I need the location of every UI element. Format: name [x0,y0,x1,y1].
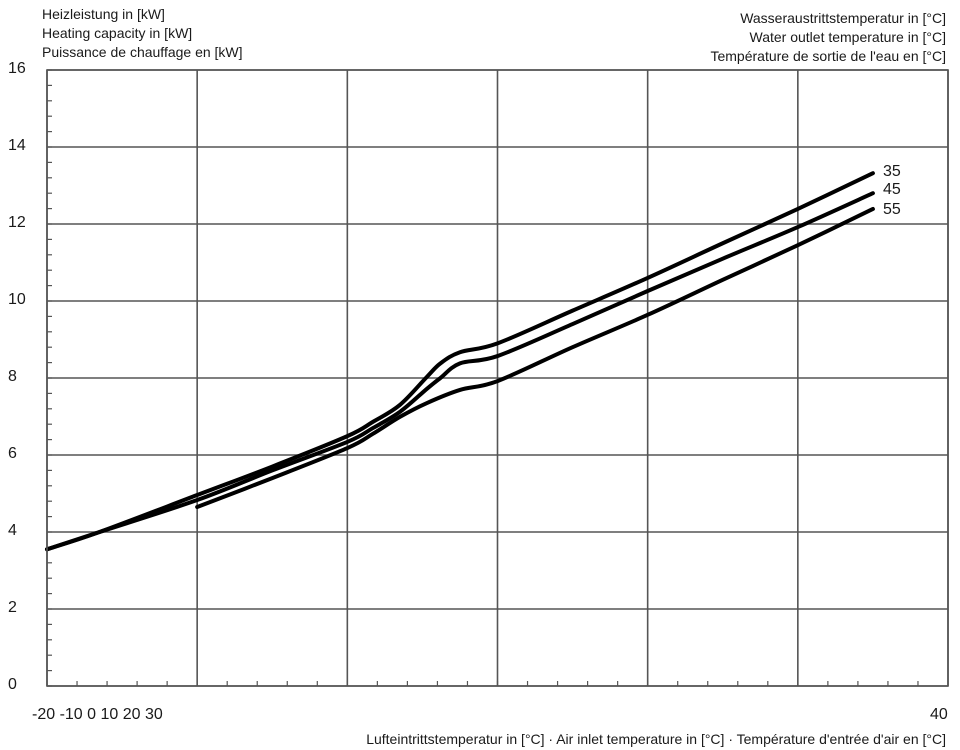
chart-series-lines [45,171,875,552]
x-axis-tick-label-right: 40 [930,706,948,723]
y-tick-label: 16 [8,60,26,77]
series-line-35 [45,171,875,552]
series-label-55: 55 [883,201,901,218]
plot-frame [46,69,949,687]
y-tick-label: 0 [8,676,17,693]
y-tick-label: 8 [8,368,17,385]
legend-title: Wasseraustrittstemperatur in [°C] Water … [710,9,946,66]
y-tick-label: 14 [8,137,26,154]
series-line-55 [195,206,875,509]
series-line-45 [45,191,875,552]
y-axis-title-de: Heizleistung in [kW] [42,6,165,22]
y-tick-label: 6 [8,445,17,462]
y-axis-title-fr: Puissance de chauffage en [kW] [42,44,243,60]
axis-minor-ticks [46,69,949,687]
y-axis-title-en: Heating capacity in [kW] [42,25,193,41]
series-label-45: 45 [883,181,901,198]
legend-title-de: Wasseraustrittstemperatur in [°C] [740,10,946,26]
y-tick-label: 10 [8,291,26,308]
legend-title-en: Water outlet temperature in [°C] [749,29,947,45]
legend-title-fr: Température de sortie de l'eau en [°C] [710,48,946,64]
x-axis-tick-labels-left: -20 -10 0 10 20 30 [32,706,163,723]
y-tick-label: 4 [8,522,17,539]
x-axis-title: Lufteintrittstemperatur in [°C] · Air in… [366,731,946,747]
series-label-35: 35 [883,163,901,180]
y-tick-label: 2 [8,599,17,616]
chart-grid [46,69,949,687]
y-tick-label: 12 [8,214,26,231]
y-axis-title: Heizleistung in [kW] Heating capacity in… [42,5,243,62]
